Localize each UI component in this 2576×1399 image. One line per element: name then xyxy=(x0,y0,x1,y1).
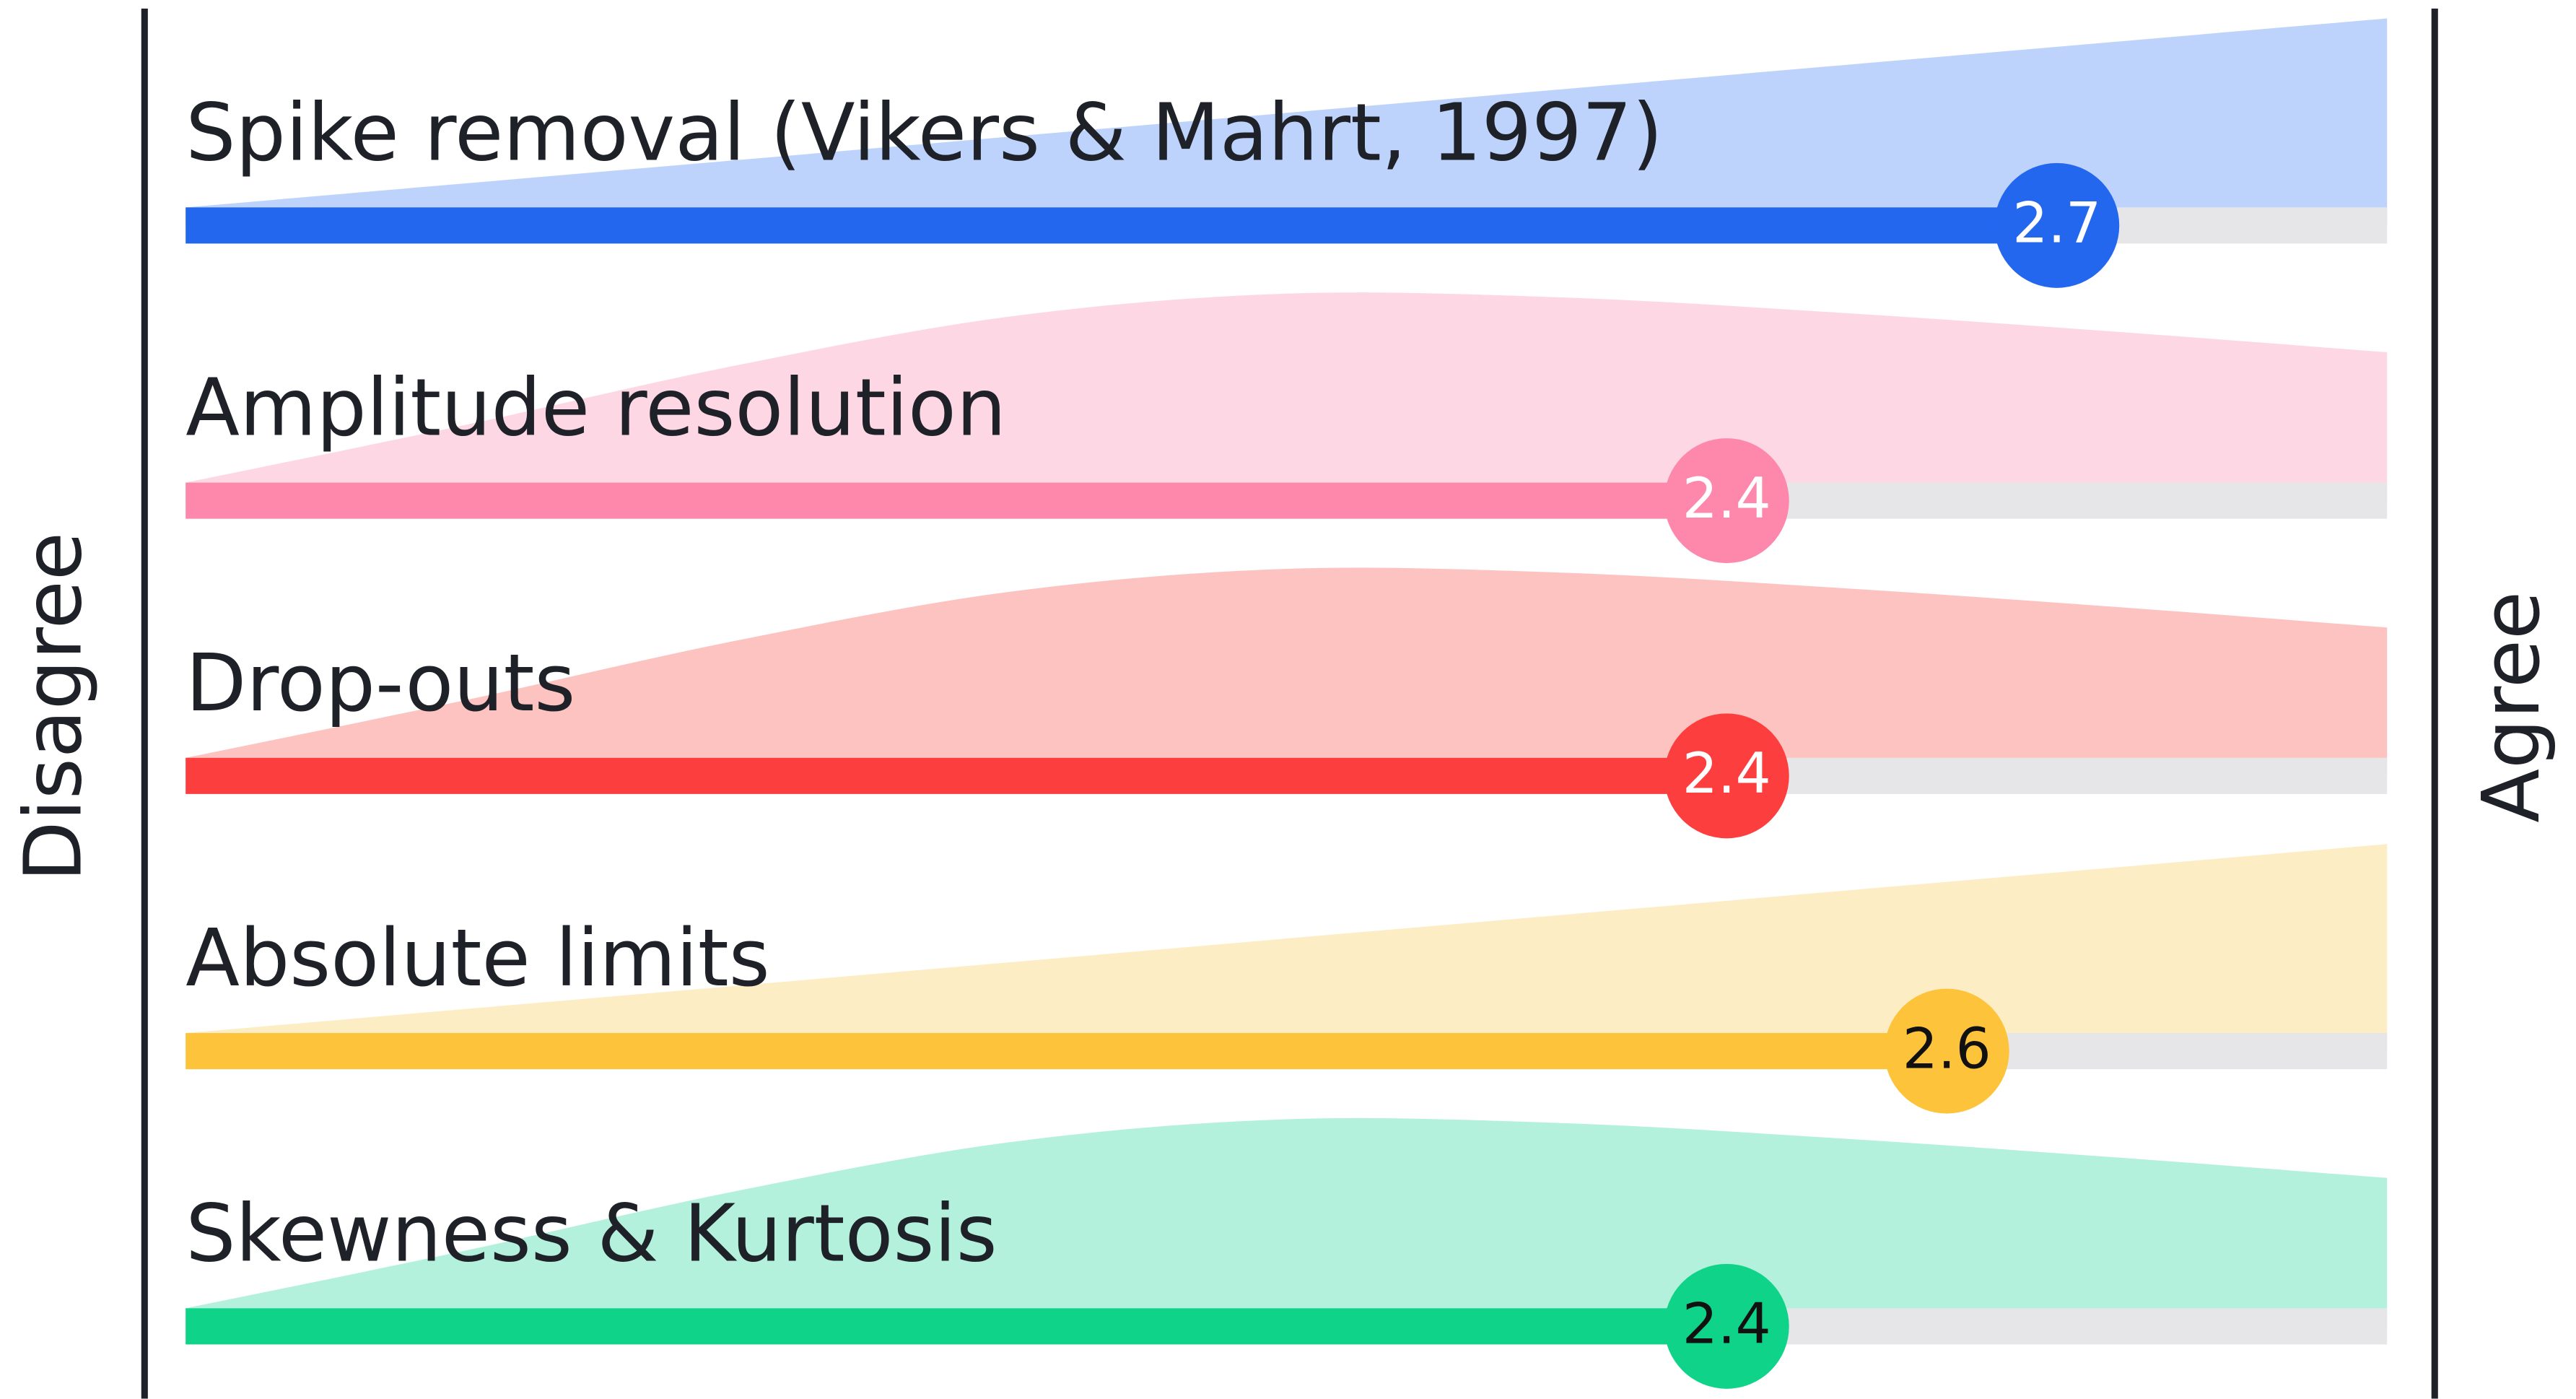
value-label: 2.7 xyxy=(2012,191,2101,256)
density-area xyxy=(185,567,2388,776)
density-area xyxy=(185,292,2388,501)
bar xyxy=(185,1308,1727,1345)
density-area xyxy=(185,1117,2388,1327)
value-dot xyxy=(1664,1263,1789,1389)
value-dot xyxy=(1664,713,1789,839)
right-label: Agree xyxy=(2466,591,2557,823)
density-area xyxy=(185,18,2388,226)
bar xyxy=(185,482,1727,519)
value-dot xyxy=(1884,988,2009,1114)
value-dot xyxy=(1664,438,1789,564)
bar xyxy=(185,207,2057,244)
value-dot xyxy=(1994,162,2120,288)
left-label: Disagree xyxy=(8,532,100,882)
bar xyxy=(185,1033,1947,1070)
category-label: Spike removal (Vikers & Mahrt, 1997) xyxy=(185,87,1663,178)
bar xyxy=(185,757,1727,794)
category-label: Skewness & Kurtosis xyxy=(185,1187,997,1279)
value-label: 2.4 xyxy=(1682,1292,1771,1357)
value-label: 2.4 xyxy=(1682,466,1771,531)
value-label: 2.4 xyxy=(1682,741,1771,806)
category-label: Amplitude resolution xyxy=(185,362,1006,454)
category-label: Absolute limits xyxy=(185,912,769,1004)
density-area xyxy=(185,844,2388,1052)
category-label: Drop-outs xyxy=(185,637,575,729)
value-label: 2.6 xyxy=(1903,1016,1991,1081)
